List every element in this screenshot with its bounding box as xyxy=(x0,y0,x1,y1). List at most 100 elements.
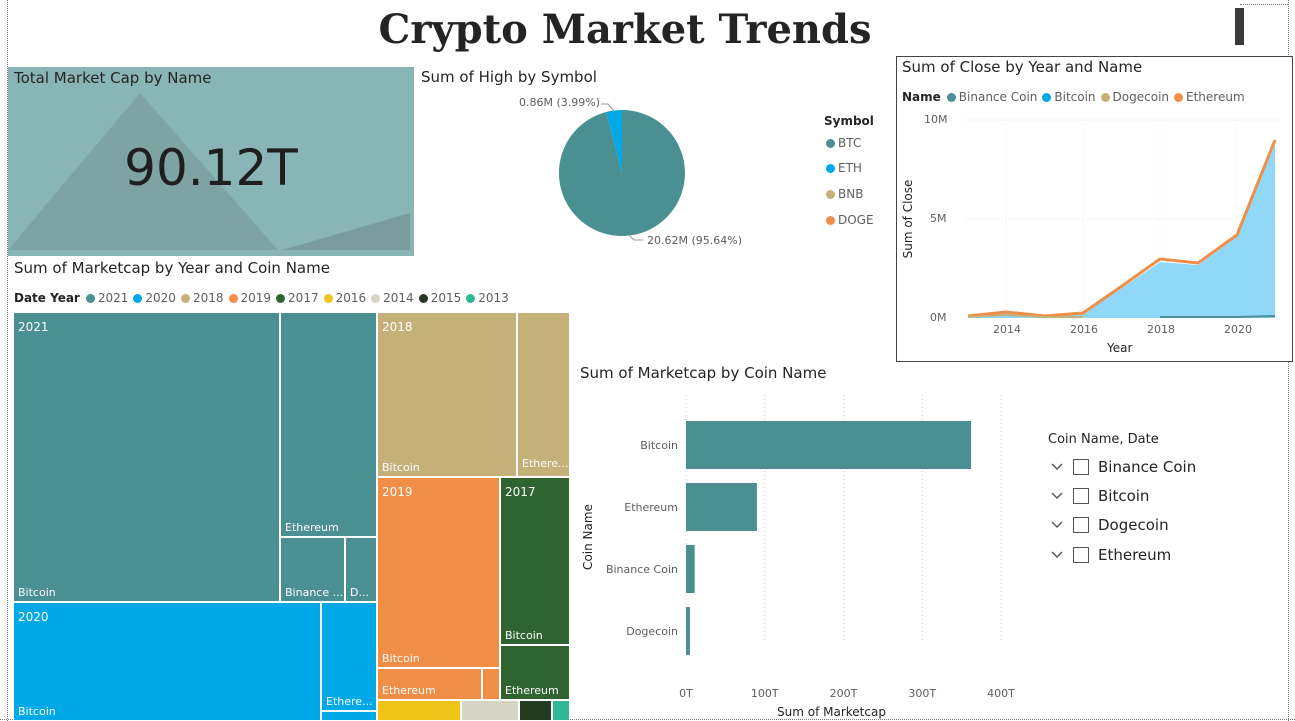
treemap-tile-2017-bitcoin[interactable]: 2017 Bitcoin xyxy=(500,477,570,645)
tile-coin-label: Bitcoin xyxy=(382,652,420,665)
pie-leader-large xyxy=(629,235,643,241)
treemap-tile-2019-other[interactable] xyxy=(482,668,500,700)
slicer-item-label: Bitcoin xyxy=(1098,487,1150,505)
checkbox[interactable] xyxy=(1073,459,1089,475)
page-border-bottom xyxy=(0,719,1295,720)
line-legend-item[interactable]: Dogecoin xyxy=(1100,90,1169,104)
treemap-legend-item[interactable]: 2014 xyxy=(371,291,414,305)
legend-dot-icon xyxy=(946,92,956,102)
treemap-legend-item[interactable]: 2015 xyxy=(418,291,461,305)
treemap-legend-item[interactable]: 2013 xyxy=(466,291,509,305)
treemap-legend-item[interactable]: 2017 xyxy=(276,291,319,305)
treemap-tile-2021-ethereum[interactable]: Ethereum xyxy=(280,312,377,537)
pie-chart[interactable] xyxy=(500,90,830,260)
slicer-item-bitcoin[interactable]: Bitcoin xyxy=(1050,487,1149,505)
card-background-shape xyxy=(8,93,410,250)
x-tick-2014: 2014 xyxy=(993,323,1021,336)
legend-dot-icon xyxy=(826,138,835,148)
pie-slice-eth[interactable] xyxy=(606,109,622,173)
treemap-tile-2021-dogecoin[interactable]: D... xyxy=(345,537,377,602)
x-tick-2018: 2018 xyxy=(1147,323,1175,336)
slicer-item-label: Dogecoin xyxy=(1098,516,1169,534)
treemap-tile-2016[interactable] xyxy=(377,700,461,721)
line-legend-item[interactable]: Binance Coin xyxy=(946,90,1037,104)
chevron-down-icon[interactable] xyxy=(1050,491,1064,501)
treemap-tile-2020-bitcoin[interactable]: 2020 Bitcoin xyxy=(13,602,321,721)
line-legend-item[interactable]: Bitcoin xyxy=(1042,90,1096,104)
treemap-tile-2013[interactable] xyxy=(552,700,570,721)
checkbox[interactable] xyxy=(1073,517,1089,533)
bar-x-tick-label: 400T xyxy=(987,687,1015,700)
line-legend-item[interactable]: Ethereum xyxy=(1174,90,1245,104)
checkbox[interactable] xyxy=(1073,488,1089,504)
legend-dot-icon xyxy=(1174,92,1184,102)
treemap-tile-2018-bitcoin[interactable]: 2018 Bitcoin xyxy=(377,312,517,477)
bar-x-tick-label: 300T xyxy=(908,687,936,700)
treemap-tile-2019-ethereum[interactable]: Ethereum xyxy=(377,668,482,700)
tile-year-label: 2017 xyxy=(505,485,536,499)
line-y-axis-title: Sum of Close xyxy=(901,179,915,259)
bitcoin-area xyxy=(968,144,1275,318)
checkbox[interactable] xyxy=(1073,547,1089,563)
pie-legend-label: DOGE xyxy=(838,213,874,227)
card-title: Total Market Cap by Name xyxy=(14,69,212,87)
legend-dot-icon xyxy=(826,215,835,225)
bar-bitcoin[interactable] xyxy=(686,421,972,469)
treemap-tile-2019-bitcoin[interactable]: 2019 Bitcoin xyxy=(377,477,500,668)
treemap-legend-item[interactable]: 2016 xyxy=(323,291,366,305)
treemap-legend-item[interactable]: 2020 xyxy=(133,291,176,305)
pie-legend-item-eth[interactable]: ETH xyxy=(826,161,862,175)
legend-dot-icon xyxy=(418,293,428,303)
legend-dot-icon xyxy=(826,189,835,199)
legend-dot-icon xyxy=(371,293,381,303)
legend-dot-icon xyxy=(1042,92,1052,102)
chevron-down-icon[interactable] xyxy=(1050,462,1064,472)
bar-chart[interactable]: 0T 100T 200T 300T 400T Bitcoin Ethereum Binance… xyxy=(576,385,1036,721)
binance-line xyxy=(1160,315,1276,318)
tile-year-label: 2019 xyxy=(382,485,413,499)
treemap-tile-2015[interactable] xyxy=(519,700,552,721)
treemap-tile-2020-other[interactable] xyxy=(321,711,377,721)
tile-coin-label: D... xyxy=(350,586,369,599)
card-value: 90.12T xyxy=(124,139,298,197)
slicer-item-binance-coin[interactable]: Binance Coin xyxy=(1050,458,1196,476)
slicer-item-ethereum[interactable]: Ethereum xyxy=(1050,546,1171,564)
bar-category-label: Bitcoin xyxy=(640,439,678,452)
line-chart-title: Sum of Close by Year and Name xyxy=(902,58,1143,76)
slicer-item-dogecoin[interactable]: Dogecoin xyxy=(1050,516,1169,534)
market-cap-card[interactable]: Total Market Cap by Name 90.12T xyxy=(8,67,414,256)
pie-legend-item-doge[interactable]: DOGE xyxy=(826,213,874,227)
treemap-tile-2014[interactable] xyxy=(461,700,519,721)
treemap-legend-item[interactable]: 2018 xyxy=(180,291,224,305)
chevron-down-icon[interactable] xyxy=(1050,550,1064,560)
y-tick-10m: 10M xyxy=(924,113,948,126)
tile-coin-label: Ethereum xyxy=(505,684,559,697)
pie-legend-item-bnb[interactable]: BNB xyxy=(826,187,863,201)
treemap-legend: Date Year 2021 2020 2018 2019 2017 2016 … xyxy=(14,291,514,305)
slicer-item-label: Binance Coin xyxy=(1098,458,1197,476)
treemap-tile-2018-ethereum[interactable]: Ethere... xyxy=(517,312,570,477)
slicer-item-label: Ethereum xyxy=(1098,546,1172,564)
pie-legend-label: ETH xyxy=(838,161,862,175)
legend-dot-icon xyxy=(228,293,238,303)
treemap-legend-item[interactable]: 2021 xyxy=(85,291,128,305)
bar-binance-coin[interactable] xyxy=(686,545,695,593)
bar-ethereum[interactable] xyxy=(686,483,757,531)
bar-x-tick-label: 100T xyxy=(751,687,779,700)
treemap-tile-2017-ethereum[interactable]: Ethereum xyxy=(500,645,570,700)
bar-dogecoin[interactable] xyxy=(686,607,690,655)
treemap-tile-2021-bitcoin[interactable]: 2021 Bitcoin xyxy=(13,312,280,602)
pie-slice-btc[interactable] xyxy=(558,110,685,236)
treemap-legend-item[interactable]: 2019 xyxy=(228,291,271,305)
pie-legend-item-btc[interactable]: BTC xyxy=(826,136,861,150)
treemap-tile-2020-ethereum[interactable]: Ethere... xyxy=(321,602,377,711)
pie-label-small: 0.86M (3.99%) xyxy=(519,96,601,109)
y-tick-5m: 5M xyxy=(930,212,947,225)
treemap-title: Sum of Marketcap by Year and Coin Name xyxy=(14,259,330,277)
treemap-legend-title: Date Year xyxy=(14,291,80,305)
legend-dot-icon xyxy=(466,293,476,303)
treemap-tile-2021-binance[interactable]: Binance ... xyxy=(280,537,345,602)
chevron-down-icon[interactable] xyxy=(1050,520,1064,530)
legend-dot-icon xyxy=(323,293,333,303)
line-chart-plot[interactable] xyxy=(896,105,1293,361)
